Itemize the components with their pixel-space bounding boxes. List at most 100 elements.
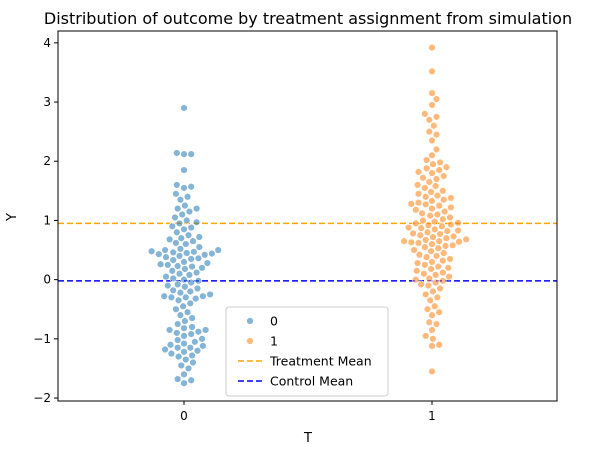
y-axis: −2 −1 0 1 2 3 4 xyxy=(33,36,58,405)
point-t0 xyxy=(188,351,196,360)
point-t1 xyxy=(422,236,430,244)
point-t0 xyxy=(161,345,169,354)
point-t0 xyxy=(195,243,204,251)
point-t1 xyxy=(425,127,433,136)
point-t0 xyxy=(162,253,170,261)
point-t0 xyxy=(181,265,189,273)
point-t1 xyxy=(421,184,429,192)
point-t0 xyxy=(168,222,177,231)
point-t0 xyxy=(175,252,184,260)
point-t1 xyxy=(420,270,428,278)
point-t0 xyxy=(174,320,182,328)
point-t1 xyxy=(432,175,441,183)
point-t1 xyxy=(434,262,442,271)
point-t0 xyxy=(187,330,195,338)
point-t1 xyxy=(414,190,423,198)
point-t1 xyxy=(422,200,430,209)
point-t0 xyxy=(175,219,184,228)
point-t1 xyxy=(428,43,436,52)
point-t0 xyxy=(180,225,188,234)
legend-marker xyxy=(246,337,254,345)
point-t0 xyxy=(173,228,181,236)
point-t1 xyxy=(417,224,425,232)
point-t0 xyxy=(189,358,197,367)
point-t1 xyxy=(412,206,420,214)
point-t0 xyxy=(174,204,182,213)
point-t0 xyxy=(180,275,188,284)
point-t1 xyxy=(462,235,470,244)
point-t0 xyxy=(185,207,194,216)
point-t0 xyxy=(192,218,201,226)
point-t0 xyxy=(201,326,210,334)
point-t0 xyxy=(147,247,156,255)
point-t1 xyxy=(447,220,455,229)
point-t0 xyxy=(192,204,201,213)
point-t1 xyxy=(433,210,442,219)
point-t0 xyxy=(169,274,177,283)
point-t1 xyxy=(440,196,448,204)
point-t1 xyxy=(449,232,458,241)
point-t0 xyxy=(176,288,185,297)
point-t0 xyxy=(176,245,185,253)
point-t0 xyxy=(176,196,185,204)
point-t0 xyxy=(182,293,190,302)
point-t1 xyxy=(439,277,447,285)
point-t0 xyxy=(182,355,190,364)
point-t0 xyxy=(173,149,181,157)
point-t0 xyxy=(175,270,184,278)
point-t1 xyxy=(439,257,447,265)
point-t1 xyxy=(428,311,436,319)
point-t0 xyxy=(183,308,192,316)
point-t0 xyxy=(180,379,188,387)
point-t0 xyxy=(192,268,201,277)
point-t1 xyxy=(422,193,430,201)
point-t1 xyxy=(435,166,443,174)
point-t0 xyxy=(188,262,196,271)
point-t1 xyxy=(434,244,442,252)
point-t1 xyxy=(412,219,420,228)
point-t1 xyxy=(436,284,444,293)
point-t1 xyxy=(454,219,462,227)
x-tick-label: 1 xyxy=(428,409,436,423)
point-t1 xyxy=(415,251,424,259)
point-t1 xyxy=(428,89,436,97)
point-t0 xyxy=(194,328,203,336)
point-t0 xyxy=(177,361,186,370)
point-t0 xyxy=(174,344,182,352)
legend-marker xyxy=(246,317,254,325)
point-t1 xyxy=(439,215,447,223)
point-t1 xyxy=(428,151,436,160)
point-t1 xyxy=(431,182,440,190)
point-t1 xyxy=(435,237,443,245)
point-t0 xyxy=(191,338,199,346)
point-t0 xyxy=(194,254,203,263)
point-t1 xyxy=(432,113,441,121)
y-tick-label: 3 xyxy=(43,95,51,109)
point-t1 xyxy=(404,223,413,232)
point-t1 xyxy=(417,280,425,289)
point-t1 xyxy=(418,209,426,218)
point-t0 xyxy=(187,278,195,287)
data-points xyxy=(147,43,470,387)
point-t0 xyxy=(187,255,195,263)
point-t0 xyxy=(208,249,216,258)
point-t1 xyxy=(414,239,423,247)
point-t1 xyxy=(438,222,446,231)
point-t0 xyxy=(180,166,188,174)
point-t0 xyxy=(190,248,198,256)
legend-box xyxy=(225,306,389,397)
point-t1 xyxy=(412,275,420,284)
point-t1 xyxy=(431,302,439,310)
point-t1 xyxy=(428,169,436,177)
point-t0 xyxy=(180,370,188,379)
point-t0 xyxy=(199,292,207,300)
point-t1 xyxy=(413,267,421,275)
point-t1 xyxy=(428,136,436,145)
point-t1 xyxy=(425,178,433,186)
point-t0 xyxy=(180,339,188,348)
point-t1 xyxy=(423,305,432,313)
y-tick-label: 4 xyxy=(43,36,51,50)
point-t0 xyxy=(174,336,182,344)
point-t1 xyxy=(410,246,418,254)
